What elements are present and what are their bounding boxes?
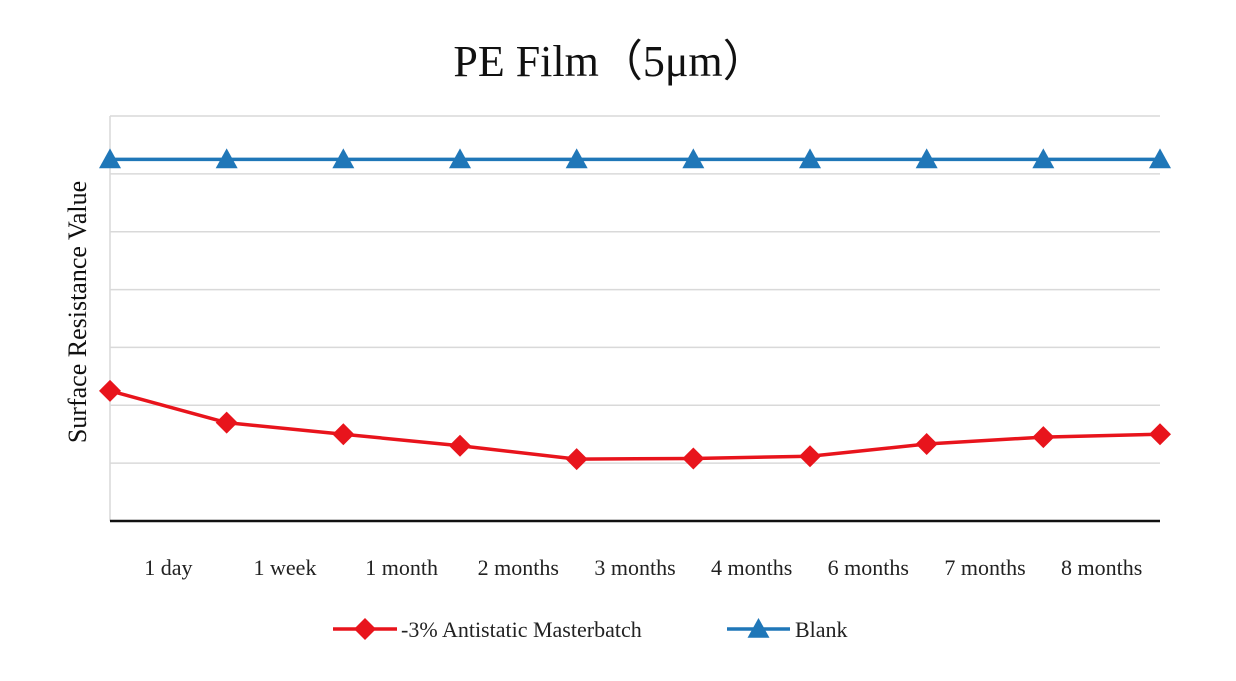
series-1-point-2	[332, 148, 355, 169]
legend-label-0: -3% Antistatic Masterbatch	[401, 617, 642, 642]
gridlines	[109, 115, 1160, 521]
series-1-point-0	[99, 148, 121, 169]
series-1-point-4	[565, 148, 588, 169]
series-0-point-2	[332, 423, 355, 446]
x-tick-label-8: 7 months	[944, 555, 1025, 580]
series-0-point-5	[682, 447, 705, 470]
series-0-point-4	[565, 448, 588, 471]
x-tick-label-3: 1 month	[365, 555, 438, 580]
series-0-point-6	[799, 445, 821, 468]
x-tick-label-6: 4 months	[711, 555, 792, 580]
x-tick-labels: 1 day 1 week 1 month 2 months 3 months 4 mont…	[144, 555, 1142, 580]
legend-label-1: Blank	[795, 617, 848, 642]
series-1-point-8	[1032, 148, 1055, 169]
series-0-point-1	[215, 411, 238, 434]
series-0-point-0	[99, 379, 121, 402]
series-1-point-5	[682, 148, 705, 169]
legend-item-0: -3% Antistatic Masterbatch	[333, 617, 642, 642]
series-1-point-9	[1149, 148, 1171, 169]
legend-marker-1	[747, 618, 770, 638]
series-1	[99, 148, 1171, 169]
series-line-0	[109, 389, 1161, 461]
chart-title: PE Film（5μm）	[453, 37, 766, 86]
legend: -3% Antistatic Masterbatch Blank	[333, 617, 848, 642]
x-tick-label-7: 6 months	[828, 555, 909, 580]
series-0-point-9	[1149, 423, 1171, 446]
series-layer	[99, 148, 1171, 471]
series-1-point-6	[799, 148, 821, 169]
series-1-point-7	[915, 148, 938, 169]
series-0-point-7	[915, 433, 938, 456]
series-0-point-8	[1032, 426, 1055, 449]
x-tick-label-4: 2 months	[478, 555, 559, 580]
x-tick-label-1: 1 day	[144, 555, 192, 580]
x-tick-label-9: 8 months	[1061, 555, 1142, 580]
series-1-point-1	[215, 148, 238, 169]
x-tick-label-5: 3 months	[594, 555, 675, 580]
series-0	[99, 379, 1171, 471]
y-axis-label: Surface Resistance Value	[63, 181, 92, 443]
series-1-point-3	[449, 148, 471, 169]
legend-item-1: Blank	[727, 617, 848, 642]
x-tick-label-2: 1 week	[254, 555, 317, 580]
series-0-point-3	[449, 434, 471, 457]
legend-marker-0	[354, 618, 376, 640]
